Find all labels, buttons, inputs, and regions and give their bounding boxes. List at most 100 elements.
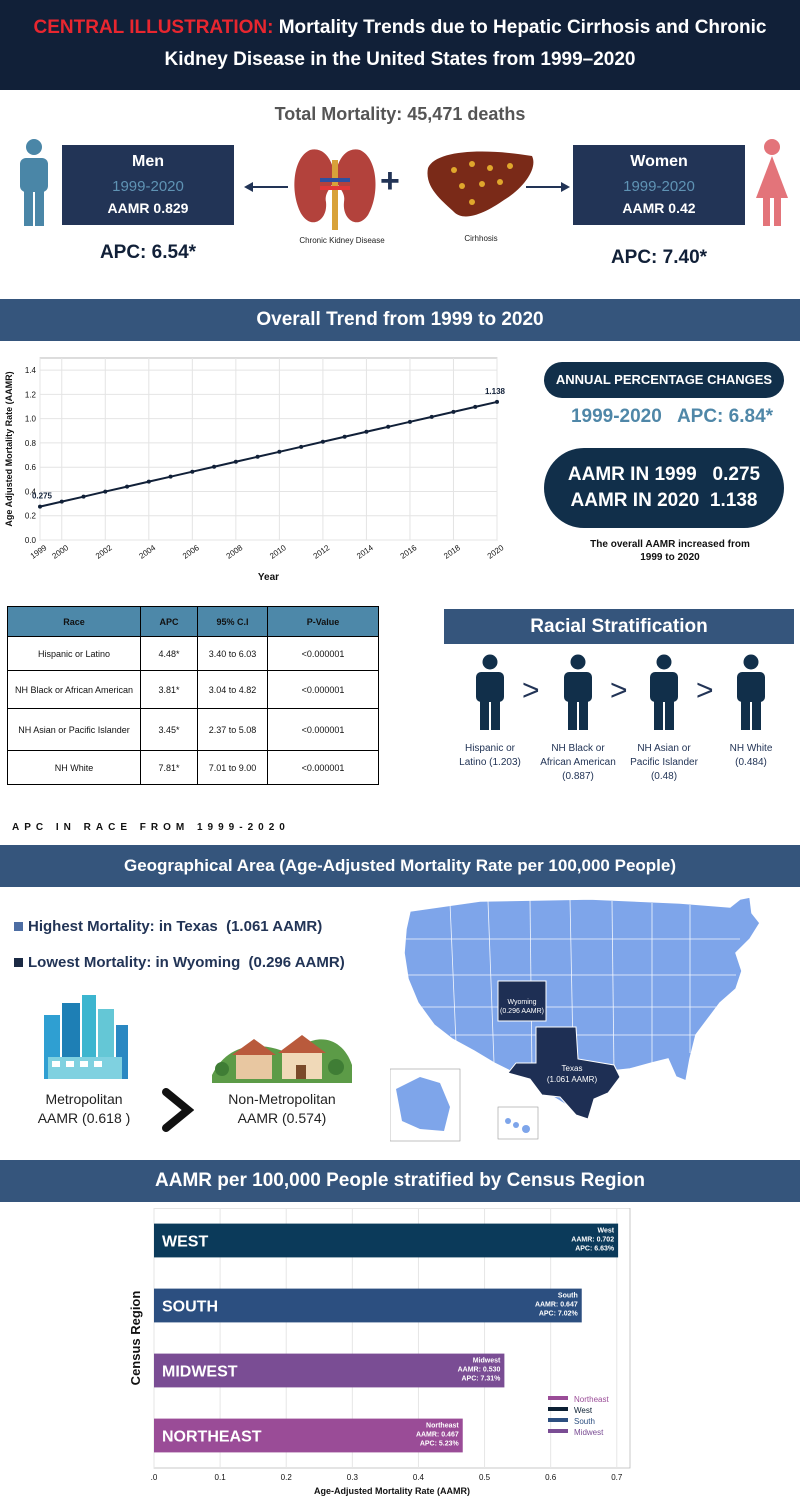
x-tick-label: 0.6 [545, 1473, 557, 1482]
women-years: 1999-2020 [623, 178, 695, 195]
geo-band: Geographical Area (Age-Adjusted Mortalit… [0, 845, 800, 887]
legend-label: Midwest [574, 1428, 604, 1437]
nonmetro-l2: AAMR (0.574) [237, 1110, 327, 1126]
bar-northeast [154, 1418, 463, 1453]
greater-than-sign: > [610, 674, 628, 707]
overall-line-chart: 0.0 0.2 0.4 0.6 0.8 1.0 1.2 1.4 1999 2000 2002 2004… [4, 357, 506, 583]
bar-category-label: MIDWEST [162, 1364, 238, 1381]
col-race: Race [7, 606, 141, 637]
lowest-marker [14, 958, 23, 967]
aamr-point [146, 479, 151, 484]
aamr-point [386, 424, 391, 429]
header-line1: Mortality Trends due to Hepatic Cirrhosi… [278, 17, 767, 38]
aamr-point [320, 439, 325, 444]
header-line2: Kidney Disease in the United States from… [164, 49, 636, 70]
x-tick-label: 2006 [181, 543, 201, 561]
bar-category-label: WEST [162, 1234, 208, 1251]
y-tick-label: 1.2 [25, 390, 37, 399]
racial-group-label-line: Pacific Islander [630, 757, 698, 768]
nonmetro-l1: Non-Metropolitan [228, 1091, 336, 1107]
aamr-point [81, 494, 86, 499]
legend-label: South [574, 1417, 595, 1426]
legend-swatch [548, 1396, 568, 1400]
bar-label-apc: APC: 7.02% [539, 1311, 579, 1318]
highest-text: Highest Mortality: in Texas (1.061 AAMR) [28, 918, 323, 935]
greater-than-sign: > [696, 674, 714, 707]
racial-group-label: Hispanic or Latino (1.203) [444, 742, 536, 770]
greater-than-sign: > [522, 674, 540, 707]
men-years: 1999-2020 [112, 178, 184, 195]
racial-group-label-line: (0.484) [735, 757, 767, 768]
women-title: Women [630, 153, 688, 170]
bar-south [154, 1288, 582, 1323]
men-apc: APC: 6.54* [99, 242, 197, 263]
bar-label-aamr: AAMR: 0.647 [535, 1302, 578, 1309]
racial-group-label-line: Latino (1.203) [459, 757, 521, 768]
aamr-point [125, 484, 130, 489]
us-map [390, 896, 761, 1142]
bar-category-label: SOUTH [162, 1299, 218, 1316]
overall-band: Overall Trend from 1999 to 2020 [0, 299, 800, 341]
racial-group-label: NH White (0.484) [705, 742, 797, 770]
table-row: NH Asian or Pacific Islander 3.45* 2.37 … [7, 708, 379, 751]
y-tick-label: 0.0 [25, 536, 37, 545]
cell-pvalue: <0.000001 [267, 750, 379, 785]
race-table: Race APC 95% C.I P-Value Hispanic or Lat… [7, 606, 379, 785]
x-tick-label: 1999 [29, 543, 49, 561]
state-borders [406, 898, 740, 1102]
legend-label: West [574, 1406, 593, 1415]
legend-swatch [548, 1407, 568, 1411]
col-ci: 95% C.I [197, 606, 268, 637]
aamr-series-line [39, 400, 498, 508]
greater-than-icon [162, 1088, 194, 1132]
racial-group-label-line: (0.887) [562, 771, 594, 782]
bar-label-name: Northeast [426, 1423, 459, 1430]
men-title: Men [132, 153, 164, 170]
racial-group-label-line: Hispanic or [464, 743, 516, 754]
women-apc: APC: 7.40* [610, 247, 708, 268]
x-tick-label: 0.5 [479, 1473, 491, 1482]
metro-label: Metropolitan AAMR (0.618 ) [24, 1090, 144, 1128]
racial-group-label: NH Asian or Pacific Islander (0.48) [618, 742, 710, 784]
aamr-point [233, 459, 238, 464]
aamr-point [364, 429, 369, 434]
race-table-header: Race APC 95% C.I P-Value [7, 606, 379, 637]
plus-sign: + [380, 162, 400, 200]
racial-group-label-line: NH Black or [551, 743, 605, 754]
aamr-point [407, 419, 412, 424]
cell-ci: 7.01 to 9.00 [197, 750, 268, 785]
table-row: NH Black or African American 3.81* 3.04 … [7, 670, 379, 709]
cell-apc: 3.81* [140, 670, 198, 709]
y-tick-label: 0.4 [25, 487, 37, 496]
person-icon [476, 654, 504, 730]
annotation-end: 1.138 [485, 387, 506, 396]
racial-group-label-line: NH White [729, 743, 773, 754]
liver-icon [427, 151, 534, 217]
person-icon [737, 654, 765, 730]
bar-label-apc: APC: 7.31% [461, 1376, 501, 1383]
page-header: CENTRAL ILLUSTRATION: Mortality Trends d… [0, 0, 800, 90]
kidney-icon [294, 149, 376, 230]
men-aamr: AAMR 0.829 [107, 200, 189, 216]
legend-label: Northeast [574, 1395, 609, 1404]
nonmetro-label: Non-Metropolitan AAMR (0.574) [208, 1090, 356, 1128]
x-tick-label: 0.4 [413, 1473, 425, 1482]
arrow-right-icon [526, 182, 570, 192]
cell-pvalue: <0.000001 [267, 636, 379, 671]
x-axis-label: Year [258, 572, 279, 583]
overall-apc: 1999-2020 APC: 6.84* [570, 406, 774, 427]
woman-icon [756, 139, 788, 226]
bar-label-aamr: AAMR: 0.702 [571, 1237, 614, 1244]
census-band: AAMR per 100,000 People stratified by Ce… [0, 1160, 800, 1202]
texas-l2: (1.061 AAMR) [546, 1075, 598, 1084]
plot-area [39, 357, 498, 541]
annual-pill: ANNUAL PERCENTAGE CHANGES [544, 362, 784, 398]
bar-label-name: Midwest [473, 1358, 501, 1365]
cell-race: NH White [7, 750, 141, 785]
kidney-label: Chronic Kidney Disease [299, 236, 385, 245]
aamr-point [190, 469, 195, 474]
alaska-state [396, 1077, 450, 1131]
wyoming-l1: Wyoming [507, 999, 537, 1006]
table-row: Hispanic or Latino 4.48* 3.40 to 6.03 <0… [7, 636, 379, 671]
y-axis-label: Census Region [128, 1291, 143, 1386]
